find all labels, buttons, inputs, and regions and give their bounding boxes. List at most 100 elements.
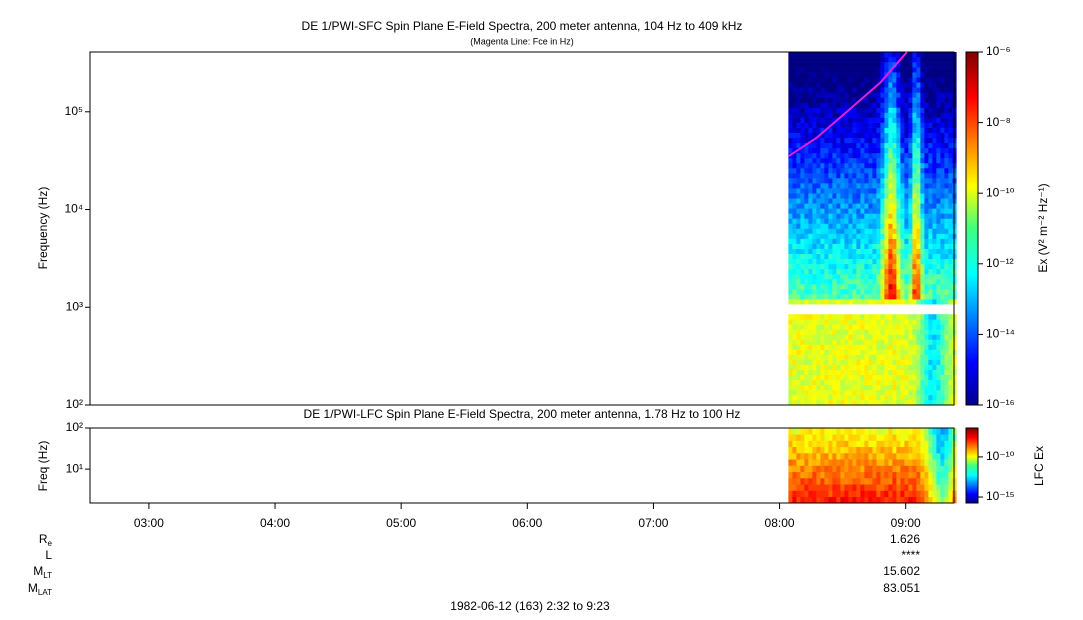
spectrogram-cell	[832, 478, 837, 485]
spectrogram-cell	[868, 440, 873, 448]
spectrogram-cell	[880, 223, 885, 229]
spectrogram-cell	[936, 142, 941, 149]
spectrogram-cell	[912, 496, 917, 504]
spectrogram-cell	[900, 157, 905, 164]
spectrogram-cell	[880, 107, 885, 113]
spectrogram-cell	[860, 213, 865, 219]
spectrogram-cell	[912, 218, 917, 224]
spectrogram-cell	[916, 203, 921, 209]
spectrogram-cell	[900, 490, 905, 498]
spectrogram-cell	[876, 379, 881, 386]
spectrogram-cell	[944, 87, 949, 93]
spectrogram-cell	[856, 132, 861, 139]
spectrogram-cell	[856, 369, 861, 376]
spectrogram-cell	[904, 319, 909, 325]
spectrogram-cell	[800, 374, 805, 381]
spectrogram-cell	[852, 344, 857, 350]
spectrogram-cell	[796, 72, 801, 78]
spectrogram-cell	[920, 82, 925, 88]
spectrogram-cell	[912, 334, 917, 340]
spectrogram-cell	[880, 294, 885, 300]
spectrogram-cell	[820, 57, 825, 63]
spectrogram-cell	[824, 112, 829, 118]
spectrogram-cell	[828, 198, 833, 204]
spectrogram-cell	[896, 329, 901, 335]
spectrogram-cell	[816, 87, 821, 93]
spectrogram-cell	[848, 167, 853, 174]
spectrogram-cell	[892, 173, 897, 179]
spectrogram-cell	[804, 132, 809, 139]
spectrogram-cell	[848, 127, 853, 133]
spectrogram-cell	[800, 97, 805, 103]
spectrogram-cell	[856, 434, 861, 441]
spectrogram-cell	[848, 87, 853, 93]
spectrogram-cell	[892, 117, 897, 123]
spectrogram-cell	[876, 399, 881, 406]
spectrogram-cell	[848, 117, 853, 123]
spectrogram-cell	[828, 389, 833, 396]
spectrogram-cell	[900, 112, 905, 118]
spectrogram-cell	[864, 57, 869, 63]
spectrogram-cell	[888, 490, 893, 498]
spectrogram-cell	[904, 359, 909, 365]
spectrogram-cell	[856, 364, 861, 370]
spectrogram-cell	[884, 122, 889, 128]
spectrogram-cell	[940, 369, 945, 376]
spectrogram-cell	[916, 208, 921, 214]
spectrogram-cell	[900, 253, 905, 260]
spectrogram-cell	[808, 273, 813, 280]
spectrogram-cell	[892, 167, 897, 174]
spectrogram-cell	[940, 127, 945, 133]
spectrogram-cell	[824, 394, 829, 401]
spectrogram-cell	[792, 314, 797, 320]
spectrogram-cell	[832, 465, 837, 473]
spectrogram-cell	[912, 162, 917, 169]
spectrogram-cell	[808, 258, 813, 265]
spectrogram-cell	[944, 389, 949, 396]
spectrogram-cell	[888, 52, 893, 58]
spectrogram-cell	[948, 92, 953, 98]
spectrogram-cell	[856, 122, 861, 128]
ephemeris-value: ****	[901, 548, 920, 562]
spectrogram-cell	[836, 314, 841, 320]
spectrogram-cell	[856, 379, 861, 386]
spectrogram-cell	[856, 478, 861, 485]
spectrogram-cell	[852, 62, 857, 68]
spectrogram-cell	[860, 319, 865, 325]
spectrogram-cell	[868, 369, 873, 376]
spectrogram-cell	[880, 263, 885, 270]
spectrogram-cell	[908, 67, 913, 73]
spectrogram-cell	[872, 446, 877, 454]
spectrogram-cell	[868, 122, 873, 128]
spectrogram-cell	[872, 62, 877, 68]
spectrogram-cell	[900, 364, 905, 370]
spectrogram-cell	[816, 203, 821, 209]
spectrogram-cell	[788, 117, 793, 123]
spectrogram-cell	[900, 52, 905, 58]
spectrogram-cell	[892, 273, 897, 280]
spectrogram-cell	[828, 324, 833, 330]
spectrogram-cell	[872, 253, 877, 260]
spectrogram-cell	[888, 369, 893, 376]
spectrogram-cell	[916, 289, 921, 295]
spectrogram-cell	[904, 484, 909, 491]
spectrogram-cell	[868, 496, 873, 504]
spectrogram-cell	[892, 102, 897, 108]
spectrogram-cell	[856, 77, 861, 83]
spectrogram-cell	[936, 263, 941, 270]
spectrogram-cell	[940, 243, 945, 249]
spectrogram-cell	[856, 152, 861, 159]
spectrogram-cell	[896, 369, 901, 376]
spectrogram-cell	[928, 268, 933, 275]
spectrogram-cell	[916, 268, 921, 275]
spectrogram-cell	[920, 152, 925, 159]
spectrogram-cell	[788, 490, 793, 498]
spectrogram-cell	[800, 349, 805, 355]
spectrogram-cell	[896, 67, 901, 73]
spectrogram-cell	[884, 233, 889, 239]
spectrogram-cell	[856, 97, 861, 103]
spectrogram-cell	[824, 178, 829, 184]
spectrogram-cell	[812, 173, 817, 179]
spectrogram-cell	[856, 453, 861, 460]
spectrogram-cell	[948, 183, 953, 189]
